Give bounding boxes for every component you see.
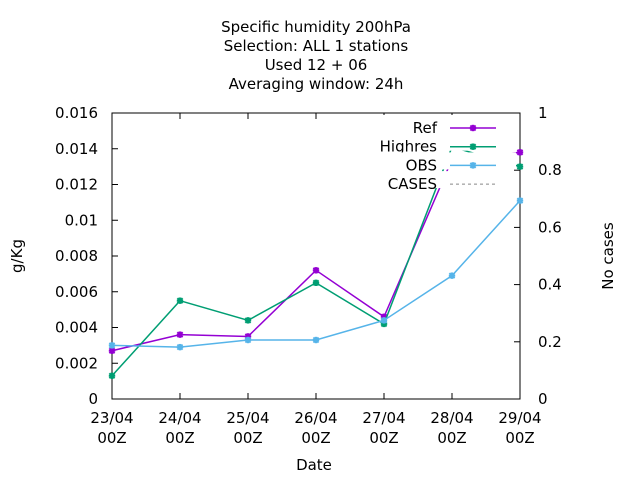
y-tick-label: 0.006: [55, 283, 98, 301]
plot-frame: [111, 112, 521, 400]
point-obs: [380, 317, 388, 324]
legend-label: Ref: [413, 119, 438, 137]
x-tick-label-date: 24/04: [158, 409, 201, 427]
y2-tick-label: 0: [538, 390, 548, 408]
y-tick-label: 0.004: [55, 319, 98, 337]
point-ref: [312, 267, 320, 274]
y-tick-label: 0.002: [55, 354, 98, 372]
point-highres: [108, 372, 116, 380]
y-tick-label: 0.008: [55, 247, 98, 265]
point-highres: [176, 297, 184, 304]
legend-bg: [366, 115, 516, 132]
point-highres: [244, 317, 252, 324]
point-ref: [108, 347, 116, 355]
x-tick-label-date: 25/04: [226, 409, 269, 427]
title-line: Averaging window: 24h: [229, 75, 404, 93]
point-highres: [516, 163, 524, 170]
point-obs: [312, 336, 320, 344]
y-tick-label: 0.01: [65, 211, 98, 229]
x-axis-label: Date: [296, 456, 332, 474]
y2-axis-label: No cases: [599, 222, 617, 290]
point-obs: [448, 272, 456, 279]
y2-tick-label: 0.8: [538, 161, 562, 179]
x-axis-ticks: 23/04 00Z 24/04 00Z 25/04 00Z 26/04 00Z 27/04 00Z…: [90, 113, 542, 447]
legend-label: Highres: [380, 138, 438, 156]
x-tick-label-date: 26/04: [294, 409, 337, 427]
legend-label: OBS: [406, 156, 437, 174]
x-tick-label-time: 00Z: [97, 429, 126, 447]
y-tick-label: 0.014: [55, 140, 98, 158]
point-ref: [176, 331, 184, 338]
legend-marker: [469, 143, 477, 150]
x-tick-label-time: 00Z: [165, 429, 194, 447]
legend-label: CASES: [388, 175, 437, 193]
legend-bg: [366, 171, 516, 189]
x-tick-label-time: 00Z: [233, 429, 262, 447]
y2-tick-label: 1: [538, 104, 548, 122]
title-line: Selection: ALL 1 stations: [224, 37, 409, 55]
x-tick-label-date: 23/04: [90, 409, 133, 427]
y-axis-label: g/Kg: [8, 239, 26, 273]
y2-tick-label: 0.2: [538, 333, 562, 351]
point-obs: [244, 336, 252, 344]
series-line-obs: [111, 200, 521, 348]
y2-tick-label: 0.6: [538, 218, 562, 236]
x-tick-label-date: 28/04: [430, 409, 473, 427]
legend-marker: [469, 162, 477, 169]
y-axis-ticks: 0 0.002 0.004 0.006 0.008 0.01 0.012 0.014 0.016: [55, 104, 118, 408]
y-tick-label: 0.016: [55, 104, 98, 122]
x-tick-label-time: 00Z: [369, 429, 398, 447]
y-tick-label: 0: [88, 390, 98, 408]
x-tick-label-time: 00Z: [437, 429, 466, 447]
point-obs: [108, 342, 116, 349]
y2-tick-label: 0.4: [538, 276, 562, 294]
x-tick-label-time: 00Z: [505, 429, 534, 447]
legend-marker: [469, 124, 477, 132]
legend-bg: [366, 152, 516, 170]
point-obs: [516, 197, 524, 204]
title-line: Specific humidity 200hPa: [221, 18, 411, 36]
y2-axis-ticks: 0 0.2 0.4 0.6 0.8 1: [514, 104, 562, 408]
x-tick-label-time: 00Z: [301, 429, 330, 447]
x-tick-label-date: 29/04: [498, 409, 541, 427]
x-tick-label-date: 27/04: [362, 409, 405, 427]
title-line: Used 12 + 06: [265, 56, 368, 74]
y-tick-label: 0.012: [55, 176, 98, 194]
point-highres: [312, 279, 320, 287]
point-ref: [516, 149, 524, 156]
point-obs: [176, 343, 184, 351]
